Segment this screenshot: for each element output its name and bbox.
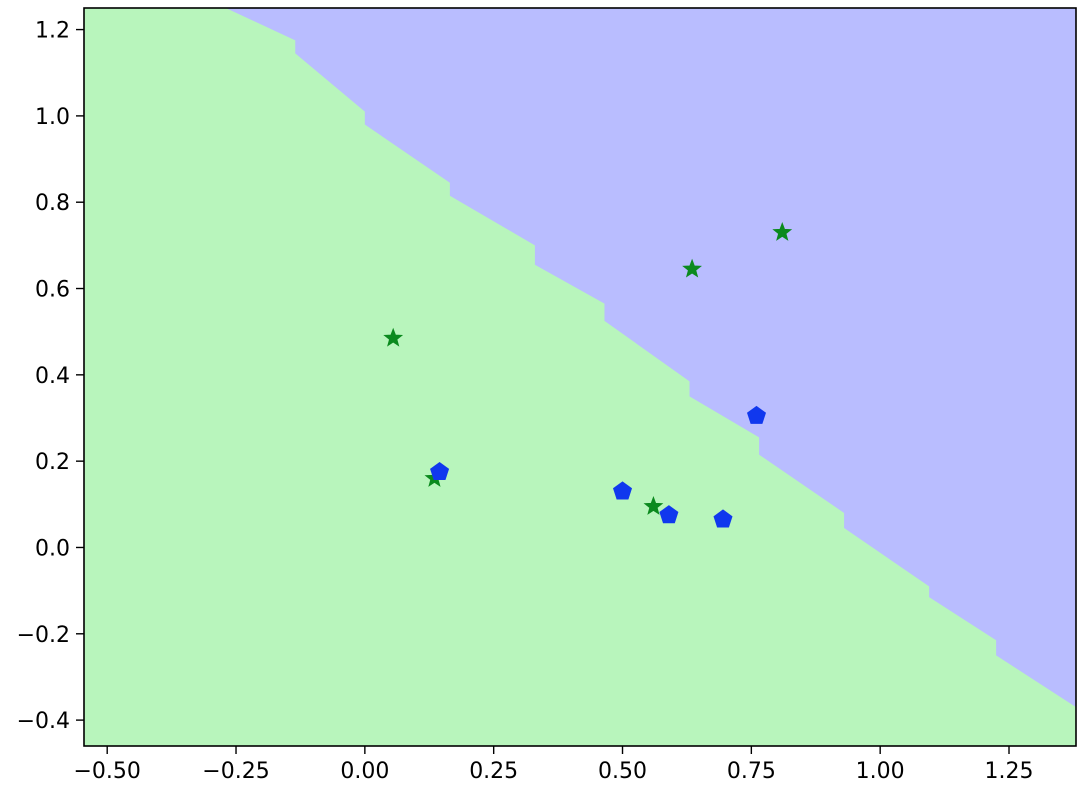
star-point-3 [682,258,702,278]
x-tick-label: 0.25 [469,759,518,784]
y-tick-label: −0.2 [17,623,70,648]
y-tick-label: 0.4 [35,364,70,389]
y-tick-label: 1.0 [35,105,70,130]
y-tick-label: 0.2 [35,450,70,475]
y-tick-label: 1.2 [35,19,70,44]
x-tick-label: −0.25 [202,759,269,784]
y-axis: −0.4 −0.2 0.0 0.2 0.4 0.6 0.8 1.0 1.2 [17,19,84,734]
pentagon-point-4 [746,405,767,424]
pentagon-point-3 [713,509,733,528]
plot-area [84,8,1076,746]
points-layer [383,222,793,528]
star-point-2 [643,496,664,515]
pentagon-point-0 [430,461,450,481]
blue-region [225,8,1076,708]
y-tick-label: 0.0 [35,536,70,561]
x-tick-label: 0.00 [340,759,389,784]
x-axis: −0.50 −0.25 0.00 0.25 0.50 0.75 1.00 1.25 [73,746,1034,784]
x-tick-label: −0.50 [73,759,140,784]
x-tick-label: 1.25 [985,759,1034,784]
pentagon-point-2 [659,505,679,524]
x-tick-label: 1.00 [856,759,905,784]
x-tick-label: 0.75 [727,759,776,784]
x-tick-label: 0.50 [598,759,647,784]
y-tick-label: −0.4 [17,709,70,734]
y-tick-label: 0.6 [35,278,70,303]
star-point-4 [772,222,793,241]
star-point-0 [383,327,404,347]
pentagon-point-1 [613,481,633,500]
plot-frame [83,7,1077,747]
y-tick-label: 0.8 [35,191,70,216]
